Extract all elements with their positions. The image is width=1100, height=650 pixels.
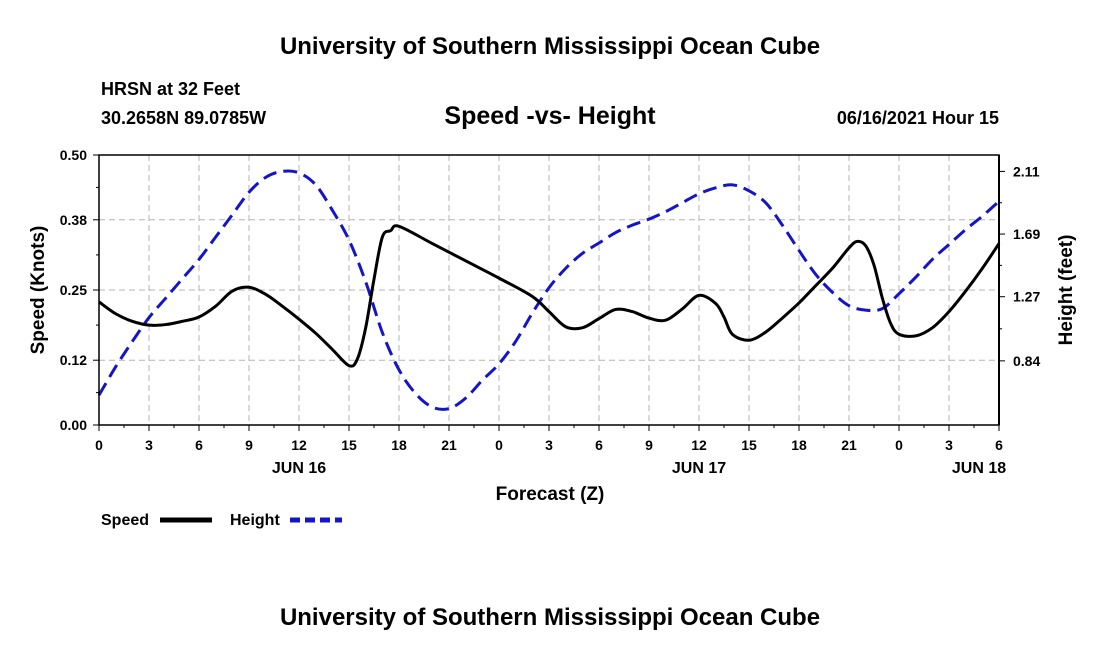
date-labels: JUN 16 JUN 17 JUN 18 [272, 460, 1006, 477]
x-tick-label: 21 [441, 437, 457, 453]
x-tick-label: 6 [995, 437, 1003, 453]
date-label: JUN 16 [272, 460, 326, 477]
y-tick-label: 0.12 [60, 352, 87, 368]
x-tick-label: 3 [545, 437, 553, 453]
x-tick-label: 15 [341, 437, 357, 453]
y2-tick-label: 0.84 [1013, 353, 1040, 369]
series-line-speed [98, 224, 1001, 368]
station-label: HRSN at 32 Feet [101, 79, 240, 99]
x-tick-label: 21 [841, 437, 857, 453]
legend: Speed Height [101, 512, 342, 529]
x-tick-label: 6 [595, 437, 603, 453]
y2-axis-ticks: 0.84 1.27 1.69 2.11 [999, 163, 1040, 369]
top-title: University of Southern Mississippi Ocean… [280, 33, 820, 60]
x-tick-label: 9 [645, 437, 653, 453]
x-axis-label: Forecast (Z) [496, 484, 605, 505]
x-tick-label: 9 [245, 437, 253, 453]
date-label: JUN 18 [952, 460, 1006, 477]
x-tick-label: 18 [791, 437, 807, 453]
x-tick-label: 6 [195, 437, 203, 453]
y2-axis-label: Height (feet) [1056, 235, 1077, 346]
legend-height-label: Height [230, 512, 280, 529]
y2-tick-label: 1.69 [1013, 226, 1040, 242]
y2-tick-label: 2.11 [1013, 163, 1040, 179]
y-tick-label: 0.00 [60, 417, 87, 433]
y2-tick-label: 1.27 [1013, 289, 1040, 305]
x-tick-label: 0 [895, 437, 903, 453]
plot-title: Speed -vs- Height [444, 102, 656, 130]
y-axis-label: Speed (Knots) [28, 226, 49, 355]
y-axis-ticks: 0.00 0.12 0.25 0.38 0.50 [60, 147, 99, 433]
legend-speed-label: Speed [101, 512, 149, 529]
bottom-title: University of Southern Mississippi Ocean… [280, 604, 820, 631]
x-tick-label: 0 [495, 437, 503, 453]
grid-lines [99, 155, 999, 425]
y-tick-label: 0.25 [60, 282, 87, 298]
x-tick-label: 3 [945, 437, 953, 453]
x-tick-label: 3 [145, 437, 153, 453]
date-label: JUN 17 [672, 460, 726, 477]
y-tick-label: 0.50 [60, 147, 87, 163]
x-tick-label: 0 [95, 437, 103, 453]
series-line-height [97, 169, 1001, 411]
x-tick-label: 12 [691, 437, 707, 453]
series-layer [97, 169, 1001, 411]
x-tick-label: 12 [291, 437, 307, 453]
coordinates-label: 30.2658N 89.0785W [101, 108, 266, 128]
x-tick-label: 15 [741, 437, 757, 453]
x-axis-ticks: 0 3 6 9 12 15 18 21 0 3 6 9 12 15 18 21 0 3 6 [95, 425, 1003, 453]
y-tick-label: 0.38 [60, 212, 87, 228]
x-tick-label: 18 [391, 437, 407, 453]
datetime-label: 06/16/2021 Hour 15 [837, 108, 999, 128]
